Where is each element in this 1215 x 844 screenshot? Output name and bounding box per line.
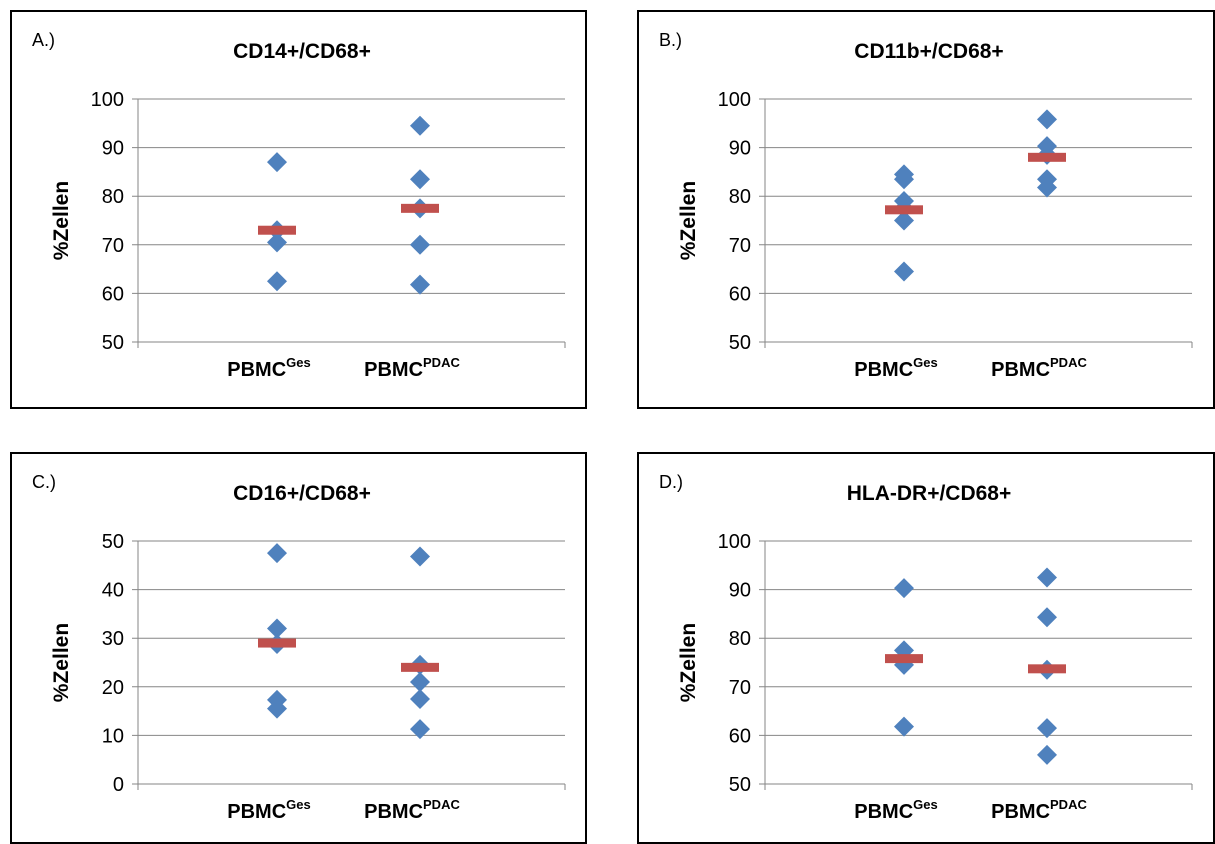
- y-tick-label: 70: [729, 677, 751, 699]
- data-point: [1037, 718, 1057, 739]
- data-point: [894, 210, 914, 231]
- data-point: [410, 546, 430, 567]
- x-category-label: PBMCGes: [227, 355, 310, 381]
- y-axis-label: %Zellen: [677, 623, 700, 702]
- data-point: [410, 671, 430, 692]
- y-tick-label: 50: [729, 332, 751, 354]
- y-tick-label: 100: [91, 89, 124, 111]
- data-point: [410, 719, 430, 740]
- y-axis-label: %Zellen: [50, 623, 73, 702]
- data-point: [410, 115, 430, 136]
- data-point: [1037, 177, 1057, 198]
- y-tick-label: 50: [102, 531, 124, 553]
- median-marker: [401, 203, 439, 213]
- data-point: [894, 169, 914, 190]
- median-marker: [1028, 664, 1066, 674]
- y-tick-label: 80: [102, 186, 124, 208]
- chart-title: CD11b+/CD68+: [854, 40, 1003, 63]
- y-tick-label: 60: [729, 725, 751, 747]
- y-tick-label: 70: [102, 235, 124, 257]
- median-marker: [258, 225, 296, 235]
- x-category-label: PBMCPDAC: [364, 797, 460, 823]
- data-point: [267, 271, 287, 292]
- data-point: [1037, 607, 1057, 628]
- data-point: [894, 578, 914, 599]
- data-point: [894, 716, 914, 737]
- y-tick-label: 50: [102, 332, 124, 354]
- x-category-label: PBMCPDAC: [991, 355, 1087, 381]
- data-point: [1037, 744, 1057, 765]
- panel-label: D.): [659, 472, 683, 492]
- x-category-label: PBMCGes: [854, 797, 937, 823]
- panel-label: B.): [659, 30, 682, 50]
- data-point: [410, 169, 430, 190]
- data-point: [410, 688, 430, 709]
- data-point: [267, 232, 287, 253]
- y-tick-label: 70: [729, 235, 751, 257]
- chart-svg: B.) CD11b+/CD68+ 50 60 70 80 90 100 %Zellen PBMCG…: [659, 30, 1193, 381]
- y-tick-label: 40: [102, 580, 124, 602]
- y-tick-label: 50: [729, 774, 751, 796]
- y-tick-label: 80: [729, 628, 751, 650]
- data-point: [894, 261, 914, 282]
- data-point: [267, 618, 287, 639]
- chart-svg: C.) CD16+/CD68+ 0 10 20 30 40 50 %Zellen PBMCGes P…: [32, 472, 566, 823]
- y-tick-label: 100: [718, 89, 751, 111]
- chart-panel-d: D.) HLA-DR+/CD68+ 50 60 70 80 90 100 %Zellen PBMC…: [637, 452, 1215, 844]
- y-tick-label: 80: [729, 186, 751, 208]
- median-marker: [258, 638, 296, 648]
- median-marker: [401, 662, 439, 672]
- y-tick-label: 60: [729, 283, 751, 305]
- data-point: [267, 543, 287, 564]
- chart-svg: A.) CD14+/CD68+ 50 60 70 80 90 100 %Zellen PBMCGe…: [32, 30, 566, 381]
- y-tick-label: 90: [729, 138, 751, 160]
- panel-label: C.): [32, 472, 56, 492]
- panel-label: A.): [32, 30, 55, 50]
- data-point: [1037, 567, 1057, 588]
- y-tick-label: 30: [102, 628, 124, 650]
- chart-panel-c: C.) CD16+/CD68+ 0 10 20 30 40 50 %Zellen PBMCGes P…: [10, 452, 587, 844]
- chart-panel-b: B.) CD11b+/CD68+ 50 60 70 80 90 100 %Zellen PBMCG…: [637, 10, 1215, 409]
- y-axis-label: %Zellen: [677, 181, 700, 260]
- y-tick-label: 20: [102, 677, 124, 699]
- y-tick-label: 0: [113, 774, 124, 796]
- data-point: [267, 152, 287, 173]
- y-axis-label: %Zellen: [50, 181, 73, 260]
- median-marker: [885, 205, 923, 215]
- median-marker: [1028, 152, 1066, 162]
- y-tick-label: 90: [729, 580, 751, 602]
- data-point: [1037, 109, 1057, 130]
- y-tick-label: 60: [102, 283, 124, 305]
- x-category-label: PBMCGes: [854, 355, 937, 381]
- chart-title: CD16+/CD68+: [233, 482, 371, 505]
- chart-title: HLA-DR+/CD68+: [847, 482, 1012, 505]
- data-point: [410, 274, 430, 295]
- x-category-label: PBMCPDAC: [991, 797, 1087, 823]
- x-category-label: PBMCGes: [227, 797, 310, 823]
- chart-title: CD14+/CD68+: [233, 40, 371, 63]
- chart-panel-a: A.) CD14+/CD68+ 50 60 70 80 90 100 %Zellen PBMCGe…: [10, 10, 587, 409]
- x-category-label: PBMCPDAC: [364, 355, 460, 381]
- chart-svg: D.) HLA-DR+/CD68+ 50 60 70 80 90 100 %Zellen PBMC…: [659, 472, 1193, 823]
- data-point: [410, 234, 430, 255]
- y-tick-label: 10: [102, 725, 124, 747]
- y-tick-label: 100: [718, 531, 751, 553]
- median-marker: [885, 654, 923, 664]
- y-tick-label: 90: [102, 138, 124, 160]
